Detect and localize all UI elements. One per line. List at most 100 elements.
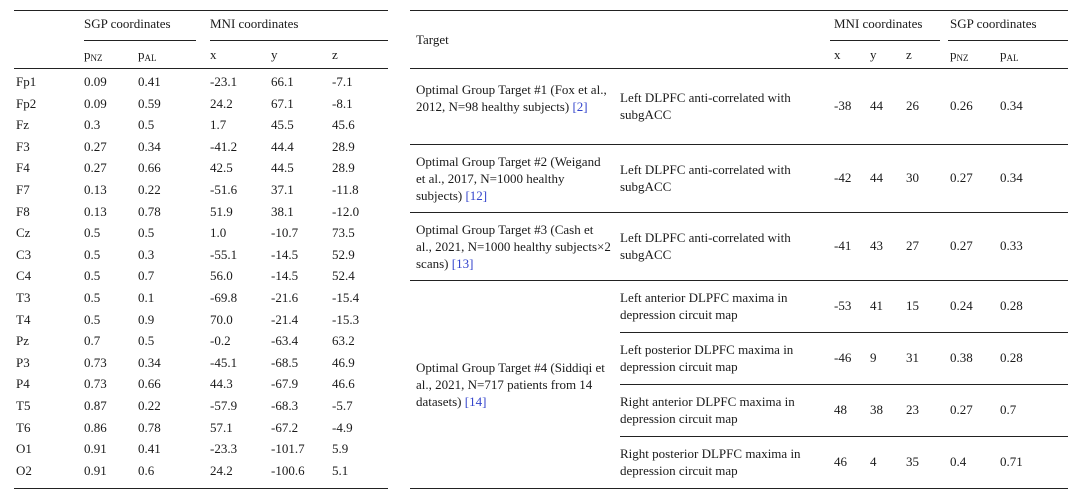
y-cell: 43 xyxy=(870,238,883,253)
electrode-cell: F8 xyxy=(16,203,30,219)
y-cell: -63.4 xyxy=(271,333,299,349)
electrode-cell: P3 xyxy=(16,354,30,370)
table-row: T4 0.5 0.9 70.0 -21.4 -15.3 xyxy=(14,312,388,334)
pnz-cell: 0.27 xyxy=(84,160,107,176)
target-group-name: Optimal Group Target #2 (Weigand et al.,… xyxy=(416,153,612,204)
sgp-group-header: SGP coordinates xyxy=(950,16,1037,31)
sgp-group-rule xyxy=(84,40,196,41)
target-group-label: Optimal Group Target #4 (Siddiqi et al.,… xyxy=(416,359,605,409)
top-rule xyxy=(410,10,1068,11)
electrode-cell: Fz xyxy=(16,117,29,133)
pnz-cell: 0.86 xyxy=(84,419,107,435)
table-row: P4 0.73 0.66 44.3 -67.9 46.6 xyxy=(14,376,388,398)
pal-cell: 0.5 xyxy=(138,333,155,349)
pal-header: pAL xyxy=(138,47,157,63)
z-cell: -15.3 xyxy=(332,311,360,327)
y-cell: -67.2 xyxy=(271,419,299,435)
x-cell: -46 xyxy=(834,350,852,365)
table-row: Cz 0.5 0.5 1.0 -10.7 73.5 xyxy=(14,225,388,247)
x-cell: 57.1 xyxy=(210,419,233,435)
z-cell: -7.1 xyxy=(332,74,353,89)
table-row: C4 0.5 0.7 56.0 -14.5 52.4 xyxy=(14,268,388,290)
y-cell: 67.1 xyxy=(271,95,294,111)
table-row: F3 0.27 0.34 -41.2 44.4 28.9 xyxy=(14,139,388,161)
electrode-cell: T3 xyxy=(16,290,31,305)
y-header: y xyxy=(271,47,278,62)
pal-cell: 0.34 xyxy=(1000,170,1023,185)
pal-cell: 0.3 xyxy=(138,246,155,262)
x-cell: 46 xyxy=(834,454,847,469)
pnz-cell: 0.27 xyxy=(950,402,973,417)
y-cell: -68.5 xyxy=(271,354,299,370)
pal-cell: 0.78 xyxy=(138,203,161,219)
table-row: Pz 0.7 0.5 -0.2 -63.4 63.2 xyxy=(14,333,388,355)
y-cell: -101.7 xyxy=(271,441,305,457)
pnz-cell: 0.13 xyxy=(84,203,107,219)
y-cell: 45.5 xyxy=(271,117,294,133)
pal-cell: 0.28 xyxy=(1000,350,1023,365)
citation-link[interactable]: [12] xyxy=(465,187,488,203)
target-group-label: Optimal Group Target #3 (Cash et al., 20… xyxy=(416,221,611,271)
pal-header: pAL xyxy=(1000,47,1019,63)
z-cell: 63.2 xyxy=(332,333,355,349)
electrode-cell: T6 xyxy=(16,419,31,435)
z-cell: 46.6 xyxy=(332,376,355,392)
x-cell: 1.0 xyxy=(210,225,227,241)
x-cell: -53 xyxy=(834,298,852,313)
table-row: P3 0.73 0.34 -45.1 -68.5 46.9 xyxy=(14,355,388,377)
pnz-cell: 0.09 xyxy=(84,95,107,111)
pal-cell: 0.41 xyxy=(138,74,161,89)
pal-cell: 0.9 xyxy=(138,311,155,327)
pal-cell: 0.28 xyxy=(1000,298,1023,313)
pnz-cell: 0.91 xyxy=(84,441,107,457)
x-cell: 24.2 xyxy=(210,462,233,478)
y-cell: -21.6 xyxy=(271,290,299,305)
y-cell: -10.7 xyxy=(271,225,299,241)
pal-cell: 0.66 xyxy=(138,160,161,176)
pnz-cell: 0.09 xyxy=(84,74,107,89)
electrode-cell: F3 xyxy=(16,138,30,154)
table-row: Fp1 0.09 0.41 -23.1 66.1 -7.1 xyxy=(14,74,388,96)
pal-cell: 0.71 xyxy=(1000,454,1023,469)
citation-link[interactable]: [13] xyxy=(451,255,474,271)
x-header: x xyxy=(834,47,841,62)
electrode-cell: C4 xyxy=(16,268,32,284)
pal-cell: 0.22 xyxy=(138,182,161,197)
pnz-cell: 0.5 xyxy=(84,311,101,327)
z-cell: -5.7 xyxy=(332,398,353,413)
pnz-cell: 0.26 xyxy=(950,98,973,113)
citation-link[interactable]: [2] xyxy=(572,98,588,114)
subrow-rule xyxy=(620,332,1068,333)
y-cell: -68.3 xyxy=(271,398,299,413)
z-cell: -12.0 xyxy=(332,203,360,219)
z-cell: 73.5 xyxy=(332,225,355,241)
pal-cell: 0.66 xyxy=(138,376,161,392)
x-header: x xyxy=(210,47,217,62)
table-row: Fp2 0.09 0.59 24.2 67.1 -8.1 xyxy=(14,96,388,118)
x-cell: 1.7 xyxy=(210,117,227,133)
sgp-group-header: SGP coordinates xyxy=(84,16,171,31)
z-cell: 35 xyxy=(906,454,919,469)
bottom-rule xyxy=(14,488,388,489)
subrow-rule xyxy=(620,436,1068,437)
pnz-cell: 0.73 xyxy=(84,376,107,392)
pnz-header: pNZ xyxy=(950,47,969,63)
pnz-cell: 0.27 xyxy=(950,170,973,185)
pal-cell: 0.7 xyxy=(1000,402,1017,417)
citation-link[interactable]: [14] xyxy=(464,393,487,409)
z-cell: 15 xyxy=(906,298,919,313)
pal-cell: 0.1 xyxy=(138,290,155,305)
z-cell: 31 xyxy=(906,350,919,365)
z-cell: 27 xyxy=(906,238,919,253)
pnz-cell: 0.24 xyxy=(950,298,973,313)
x-cell: 56.0 xyxy=(210,268,233,284)
pnz-cell: 0.7 xyxy=(84,333,101,349)
pal-cell: 0.34 xyxy=(1000,98,1023,113)
electrode-cell: T4 xyxy=(16,311,31,327)
target-header: Target xyxy=(416,32,449,47)
subrow-rule xyxy=(620,384,1068,385)
pnz-header: pNZ xyxy=(84,47,103,63)
pnz-cell: 0.13 xyxy=(84,182,107,197)
z-cell: 5.1 xyxy=(332,462,349,478)
target-description: Left DLPFC anti-correlated with subgACC xyxy=(620,162,791,194)
